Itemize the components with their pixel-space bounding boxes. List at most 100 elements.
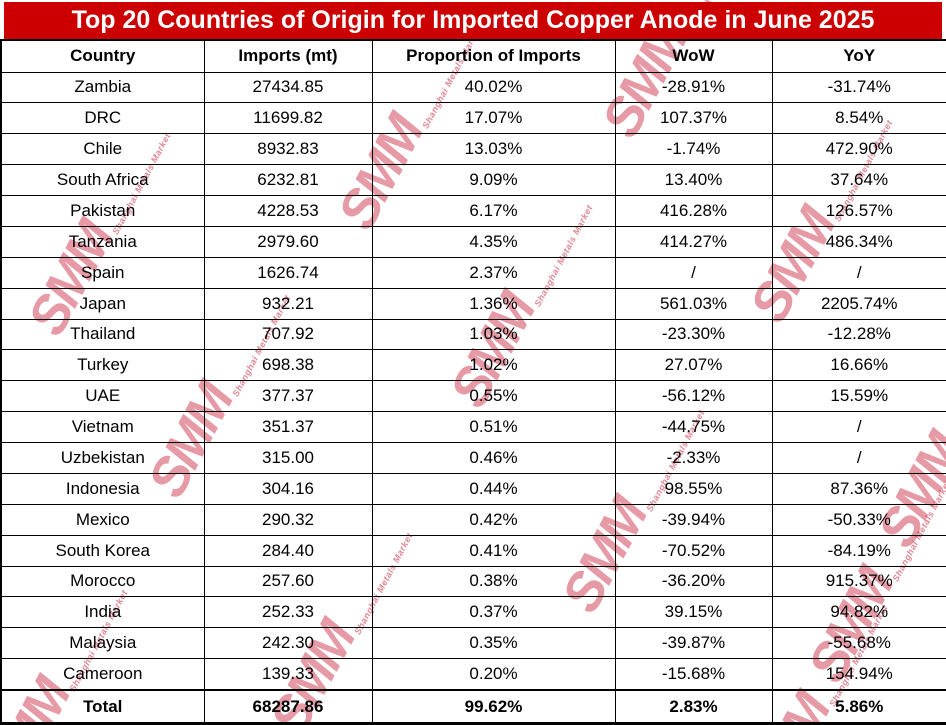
table-cell: DRC <box>0 102 205 135</box>
table-cell: 315.00 <box>203 442 373 474</box>
table-cell: 0.46% <box>371 442 616 474</box>
table-row: India 252.33 0.37% 39.15% 94.82% <box>0 596 946 629</box>
table-cell: -39.87% <box>614 627 773 660</box>
table-row: Spain 1626.74 2.37% / / <box>0 256 946 289</box>
table-cell: 284.40 <box>203 534 373 567</box>
table-cell: / <box>614 256 773 289</box>
table-cell: 0.55% <box>371 380 616 413</box>
table-cell: 2.83% <box>614 689 773 725</box>
table-cell: 2205.74% <box>771 287 946 320</box>
table-cell: 8.54% <box>771 102 946 135</box>
table-cell: Spain <box>0 256 205 289</box>
column-header: Country <box>0 39 205 73</box>
table-row: Vietnam 351.37 0.51% -44.75% / <box>0 411 946 443</box>
table-cell: 8932.83 <box>203 133 373 166</box>
table-cell: Cameroon <box>0 658 205 691</box>
table-cell: 39.15% <box>614 596 773 629</box>
table-cell: 15.59% <box>771 380 946 413</box>
table-cell: Vietnam <box>0 411 205 443</box>
table-cell: -56.12% <box>614 380 773 413</box>
table-cell: 0.51% <box>371 411 616 443</box>
table-cell: / <box>771 256 946 289</box>
table-row: South Africa 6232.81 9.09% 13.40% 37.64% <box>0 164 946 196</box>
table-cell: 1626.74 <box>203 256 373 289</box>
table-row: UAE 377.37 0.55% -56.12% 15.59% <box>0 380 946 413</box>
table-cell: 0.35% <box>371 627 616 660</box>
table-row: Mexico 290.32 0.42% -39.94% -50.33% <box>0 503 946 536</box>
table-row: Indonesia 304.16 0.44% 98.55% 87.36% <box>0 472 946 505</box>
table-cell: 0.20% <box>371 658 616 691</box>
table-cell: -1.74% <box>614 133 773 166</box>
table-cell: India <box>0 596 205 629</box>
table-cell: Tanzania <box>0 225 205 258</box>
table-cell: 17.07% <box>371 102 616 135</box>
table-cell: South Korea <box>0 534 205 567</box>
table-row: South Korea 284.40 0.41% -70.52% -84.19% <box>0 534 946 567</box>
table-cell: 0.38% <box>371 565 616 598</box>
table-row: Uzbekistan 315.00 0.46% -2.33% / <box>0 442 946 474</box>
table-row: DRC 11699.82 17.07% 107.37% 8.54% <box>0 102 946 135</box>
table-cell: -70.52% <box>614 534 773 567</box>
data-table: Country Imports (mt) Proportion of Imports… <box>0 39 946 725</box>
table-cell: 154.94% <box>771 658 946 691</box>
column-header: WoW <box>614 39 773 73</box>
table-cell: 6232.81 <box>203 164 373 196</box>
table-cell: 27.07% <box>614 349 773 382</box>
table-cell: 40.02% <box>371 71 616 104</box>
table-cell: 4.35% <box>371 225 616 258</box>
table-cell: 0.41% <box>371 534 616 567</box>
table-cell: 915.37% <box>771 565 946 598</box>
table-cell: 698.38 <box>203 349 373 382</box>
table-cell: Indonesia <box>0 472 205 505</box>
table-wrapper: Country Imports (mt) Proportion of Imports… <box>0 39 946 725</box>
table-body: Zambia 27434.85 40.02% -28.91% -31.74% DRC 116… <box>0 71 946 725</box>
table-cell: Morocco <box>0 565 205 598</box>
table-cell: 6.17% <box>371 195 616 227</box>
table-cell: 561.03% <box>614 287 773 320</box>
table-cell: / <box>771 411 946 443</box>
table-cell: 4228.53 <box>203 195 373 227</box>
table-cell: Turkey <box>0 349 205 382</box>
table-cell: 27434.85 <box>203 71 373 104</box>
table-row: Malaysia 242.30 0.35% -39.87% -55.68% <box>0 627 946 660</box>
table-row: Zambia 27434.85 40.02% -28.91% -31.74% <box>0 71 946 104</box>
table-cell: 11699.82 <box>203 102 373 135</box>
table-cell: South Africa <box>0 164 205 196</box>
table-cell: -2.33% <box>614 442 773 474</box>
table-row: Tanzania 2979.60 4.35% 414.27% 486.34% <box>0 225 946 258</box>
table-cell: 13.03% <box>371 133 616 166</box>
table-cell: 414.27% <box>614 225 773 258</box>
table-cell: 1.03% <box>371 318 616 351</box>
table-row: Pakistan 4228.53 6.17% 416.28% 126.57% <box>0 195 946 227</box>
table-cell: 68287.86 <box>203 689 373 725</box>
table-cell: 0.37% <box>371 596 616 629</box>
table-cell: 252.33 <box>203 596 373 629</box>
table-cell: 126.57% <box>771 195 946 227</box>
table-cell: 98.55% <box>614 472 773 505</box>
table-cell: 472.90% <box>771 133 946 166</box>
table-cell: -44.75% <box>614 411 773 443</box>
table-cell: -23.30% <box>614 318 773 351</box>
table-cell: Malaysia <box>0 627 205 660</box>
table-cell: 707.92 <box>203 318 373 351</box>
table-cell: Mexico <box>0 503 205 536</box>
table-cell: -39.94% <box>614 503 773 536</box>
table-cell: 377.37 <box>203 380 373 413</box>
table-cell: 94.82% <box>771 596 946 629</box>
table-cell: 0.44% <box>371 472 616 505</box>
total-row: Total 68287.86 99.62% 2.83% 5.86% <box>0 689 946 725</box>
table-row: Japan 932.21 1.36% 561.03% 2205.74% <box>0 287 946 320</box>
table-cell: 242.30 <box>203 627 373 660</box>
column-header: Proportion of Imports <box>371 39 616 73</box>
table-cell: -12.28% <box>771 318 946 351</box>
table-cell: 16.66% <box>771 349 946 382</box>
table-cell: 290.32 <box>203 503 373 536</box>
column-header: YoY <box>771 39 946 73</box>
table-cell: 932.21 <box>203 287 373 320</box>
table-cell: -31.74% <box>771 71 946 104</box>
table-cell: / <box>771 442 946 474</box>
title-banner: Top 20 Countries of Origin for Imported … <box>4 2 942 39</box>
table-cell: 304.16 <box>203 472 373 505</box>
table-cell: Pakistan <box>0 195 205 227</box>
